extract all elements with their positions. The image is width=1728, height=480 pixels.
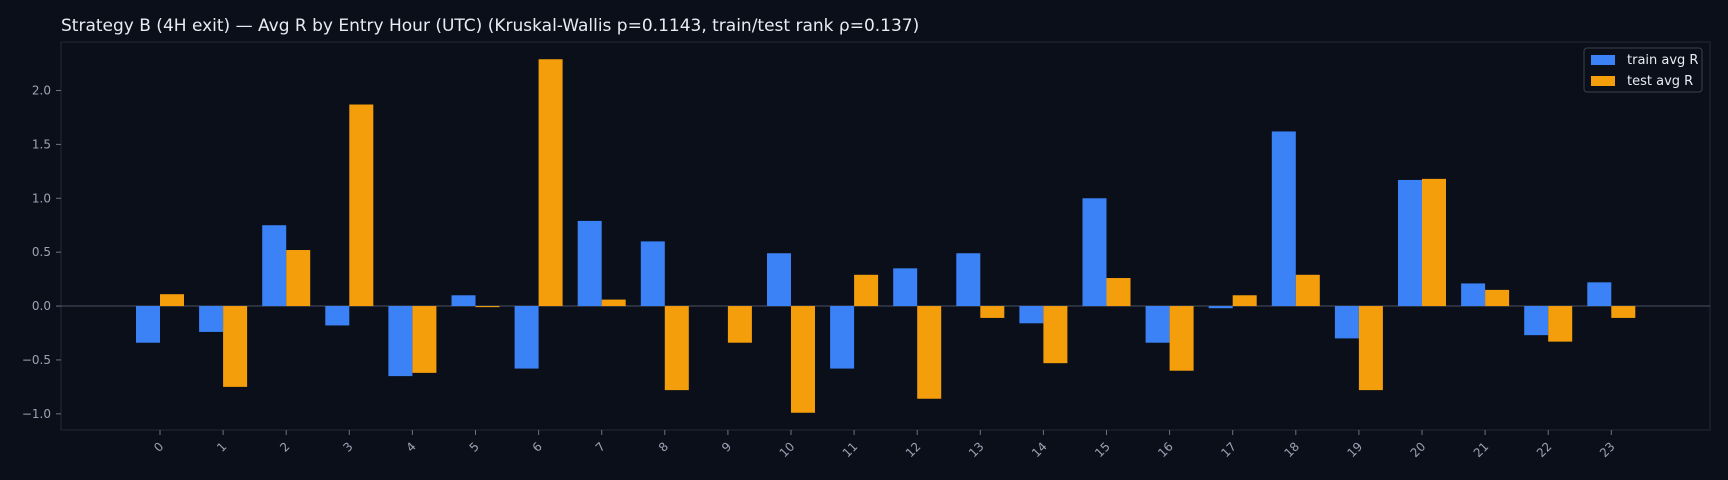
x-tick-label: 18 <box>1281 439 1302 460</box>
bar-test-18 <box>1295 274 1320 307</box>
x-tick-label: 14 <box>1029 439 1050 460</box>
bar-test-16 <box>1169 306 1194 371</box>
bar-train-17 <box>1208 306 1233 309</box>
chart-title: Strategy B (4H exit) — Avg R by Entry Ho… <box>61 16 919 36</box>
x-tick-label: 16 <box>1155 439 1176 460</box>
bar-train-18 <box>1271 131 1296 307</box>
x-tick-label: 4 <box>403 439 418 454</box>
bar-test-6 <box>538 59 563 307</box>
y-tick-label: −0.5 <box>22 353 51 367</box>
legend-swatch-train <box>1591 55 1615 65</box>
bar-train-6 <box>514 306 539 369</box>
bar-test-3 <box>349 104 374 307</box>
bar-test-0 <box>160 294 184 307</box>
legend-label-test: test avg R <box>1627 74 1693 89</box>
bar-train-20 <box>1398 179 1422 307</box>
x-tick-label: 20 <box>1408 439 1429 460</box>
x-tick-label: 6 <box>530 439 545 454</box>
bar-test-4 <box>412 306 437 373</box>
bar-test-1 <box>223 306 248 387</box>
bar-train-3 <box>325 306 350 326</box>
bar-test-15 <box>1106 278 1131 307</box>
bar-train-13 <box>956 253 981 307</box>
x-tick-label: 21 <box>1471 439 1492 460</box>
bar-train-19 <box>1334 306 1359 339</box>
bar-test-19 <box>1358 306 1383 391</box>
bar-test-21 <box>1485 289 1510 307</box>
y-tick-label: 0.5 <box>32 245 51 259</box>
bar-test-23 <box>1611 306 1636 318</box>
legend-swatch-test <box>1591 76 1615 86</box>
bar-train-16 <box>1145 306 1170 343</box>
y-axis: −1.0 −0.5 0.0 0.5 1.0 1.5 2.0 <box>22 84 61 421</box>
y-tick-label: 1.5 <box>32 137 51 151</box>
bar-train-22 <box>1524 306 1549 336</box>
x-tick-label: 19 <box>1345 439 1366 460</box>
bar-test-10 <box>791 306 815 413</box>
bar-train-15 <box>1082 198 1107 307</box>
x-tick-label: 0 <box>151 439 166 454</box>
bar-test-14 <box>1043 306 1068 364</box>
legend-label-train: train avg R <box>1627 53 1698 68</box>
x-tick-label: 3 <box>340 439 355 454</box>
bar-test-11 <box>854 274 879 307</box>
bar-test-2 <box>286 250 311 307</box>
bar-test-13 <box>980 306 1005 318</box>
x-tick-label: 17 <box>1218 439 1239 460</box>
bar-test-20 <box>1422 178 1446 307</box>
x-tick-label: 10 <box>777 439 798 460</box>
bar-train-10 <box>767 253 791 307</box>
bar-test-5 <box>475 306 500 308</box>
x-tick-label: 22 <box>1534 439 1555 460</box>
bar-train-1 <box>199 306 224 332</box>
x-tick-label: 12 <box>903 439 924 460</box>
bar-train-8 <box>640 241 665 307</box>
bar-train-12 <box>893 268 918 307</box>
x-tick-label: 13 <box>966 439 987 460</box>
y-tick-label: −1.0 <box>22 407 51 421</box>
bar-train-23 <box>1587 282 1612 307</box>
legend: train avg R test avg R <box>1583 47 1703 93</box>
x-tick-label: 5 <box>467 439 482 454</box>
bar-train-11 <box>830 306 855 369</box>
x-tick-label: 15 <box>1092 439 1113 460</box>
bar-test-7 <box>601 299 626 307</box>
bar-train-2 <box>262 225 287 307</box>
x-tick-label: 8 <box>656 439 671 454</box>
bar-train-14 <box>1019 306 1044 324</box>
x-tick-label: 2 <box>277 439 292 454</box>
x-tick-label: 1 <box>214 439 229 454</box>
bar-test-22 <box>1548 306 1573 342</box>
plot-area <box>60 41 1711 431</box>
bar-train-5 <box>451 295 476 307</box>
x-axis: 0 1 2 3 4 5 6 7 8 9 10 11 12 13 14 15 16 17 18 19 20 21 22 23 <box>151 430 1618 460</box>
y-tick-label: 1.0 <box>32 191 51 205</box>
bar-train-4 <box>388 306 413 377</box>
y-tick-label: 0.0 <box>32 299 51 313</box>
bars <box>136 59 1636 413</box>
y-tick-label: 2.0 <box>32 84 51 98</box>
x-tick-label: 7 <box>593 439 608 454</box>
bar-train-0 <box>136 306 160 343</box>
x-tick-label: 23 <box>1597 439 1618 460</box>
x-tick-label: 11 <box>840 439 861 460</box>
bar-train-21 <box>1461 283 1486 307</box>
bar-test-12 <box>917 306 942 399</box>
x-tick-label: 9 <box>719 439 734 454</box>
bar-train-7 <box>577 220 602 307</box>
bar-test-8 <box>664 306 689 391</box>
bar-test-9 <box>727 306 752 343</box>
bar-test-17 <box>1232 295 1257 307</box>
